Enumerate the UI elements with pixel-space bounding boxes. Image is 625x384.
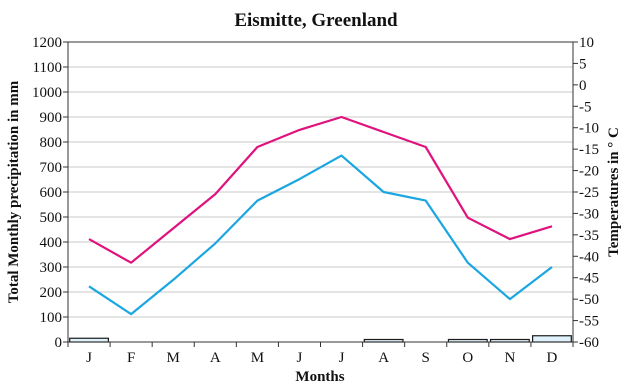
left-tick-label: 400 (40, 235, 63, 251)
left-y-axis: 0 100 200 300 400 500 600 700 800 900 1000 1100 1200 (32, 35, 68, 351)
temperature-series-line (88, 154, 553, 316)
right-tick-label: -25 (579, 185, 599, 201)
left-tick-label: 100 (40, 310, 63, 326)
right-tick-label: -30 (579, 206, 599, 222)
x-axis-title: Months (295, 369, 344, 384)
left-tick-label: 0 (55, 335, 63, 351)
left-tick-label: 1200 (32, 35, 62, 51)
x-tick-label: S (422, 350, 430, 366)
right-tick-label: -50 (579, 292, 599, 308)
left-tick-label: 800 (40, 135, 63, 151)
precipitation-bar (531, 335, 572, 343)
right-tick-label: -5 (579, 99, 592, 115)
chart-title: Eismitte, Greenland (234, 10, 398, 31)
right-tick-label: -55 (579, 314, 599, 330)
right-tick-label: -40 (579, 249, 599, 265)
right-tick-label: -10 (579, 121, 599, 137)
right-tick-label: -20 (579, 164, 599, 180)
right-tick-label: -60 (579, 335, 599, 351)
left-tick-label: 900 (40, 110, 63, 126)
left-tick-label: 500 (40, 210, 63, 226)
right-tick-label: -45 (579, 271, 599, 287)
left-tick-label: 700 (40, 160, 63, 176)
x-tick-label: F (127, 350, 135, 366)
x-tick-label: J (86, 350, 92, 366)
left-tick-label: 600 (40, 185, 63, 201)
x-tick-label: O (462, 350, 473, 366)
right-tick-label: 5 (579, 56, 587, 72)
x-tick-label: J (339, 350, 345, 366)
precipitation-bars (69, 335, 572, 343)
x-tick-label: A (210, 350, 221, 366)
x-tick-label: A (378, 350, 389, 366)
right-tick-label: -35 (579, 228, 599, 244)
x-tick-label: M (251, 350, 264, 366)
x-tick-label: M (167, 350, 180, 366)
precipitation-bar (69, 337, 110, 343)
right-tick-label: -15 (579, 142, 599, 158)
x-tick-label: N (504, 350, 515, 366)
x-tick-label: D (547, 350, 558, 366)
left-tick-label: 300 (40, 260, 63, 276)
temperature-lines (88, 115, 553, 316)
right-tick-label: 0 (579, 78, 587, 94)
left-tick-label: 1000 (32, 85, 62, 101)
left-tick-label: 1100 (33, 60, 62, 76)
left-axis-title: Total Monthly precipitation in mm (6, 80, 22, 303)
left-tick-label: 200 (40, 285, 63, 301)
right-tick-label: 10 (579, 35, 594, 51)
temperature-series-line (88, 115, 553, 264)
gridlines (68, 66, 573, 318)
x-tick-label: J (297, 350, 303, 366)
right-axis-title: Temperatures in ° C (606, 127, 622, 257)
